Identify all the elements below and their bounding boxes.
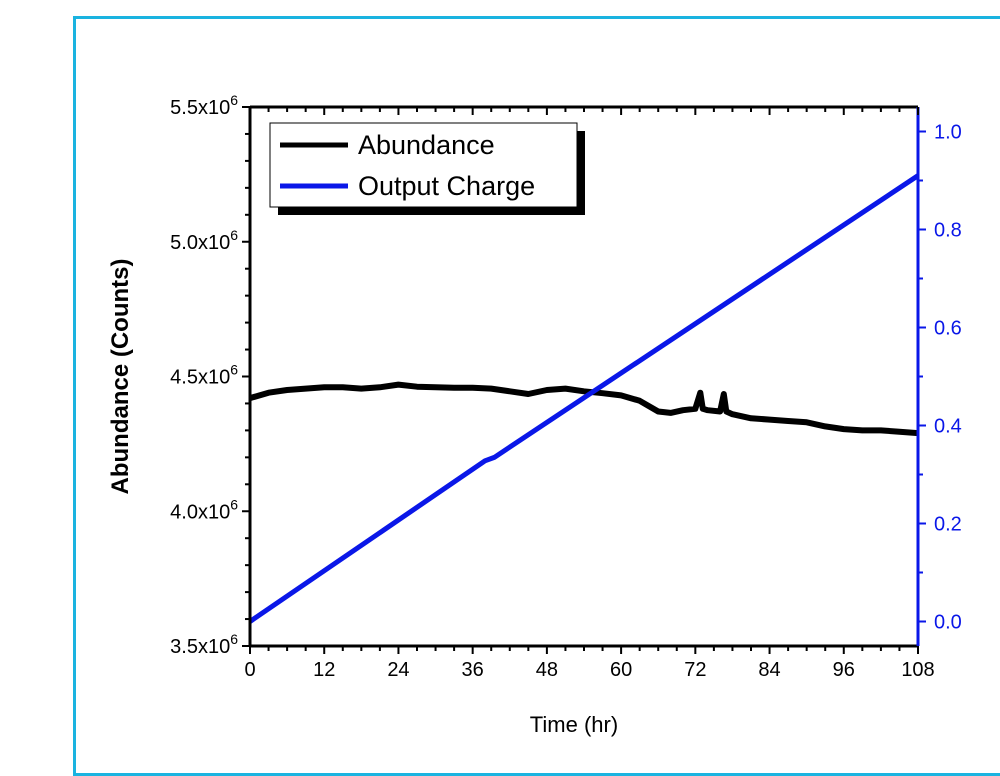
x-axis-title: Time (hr) bbox=[530, 712, 618, 737]
y-tick-exponent: 6 bbox=[230, 631, 238, 647]
y-tick-base: 5.5x10 bbox=[170, 97, 230, 119]
y-tick-exponent: 6 bbox=[230, 362, 238, 378]
y2-tick-label: 0.8 bbox=[934, 220, 962, 242]
y-tick-label: 5.5x106 bbox=[170, 92, 238, 119]
y-tick-label: 3.5x106 bbox=[170, 631, 238, 658]
x-tick-label: 60 bbox=[610, 659, 632, 681]
x-tick-label: 24 bbox=[387, 659, 409, 681]
y-tick-base: 5.0x10 bbox=[170, 232, 230, 254]
y-tick-label: 5.0x106 bbox=[170, 227, 238, 254]
y-tick-base: 4.5x10 bbox=[170, 367, 230, 389]
y2-tick-label: 0.0 bbox=[934, 612, 962, 634]
y-tick-base: 4.0x10 bbox=[170, 501, 230, 523]
x-tick-label: 48 bbox=[536, 659, 558, 681]
series-line-output-charge bbox=[250, 173, 918, 624]
x-tick-label: 0 bbox=[244, 659, 255, 681]
y-axis-title: Abundance (Counts) bbox=[107, 259, 134, 495]
y-tick-exponent: 6 bbox=[230, 227, 238, 243]
y-tick-exponent: 6 bbox=[230, 496, 238, 512]
x-tick-label: 96 bbox=[833, 659, 855, 681]
x-tick-label: 108 bbox=[901, 659, 934, 681]
y-tick-exponent: 6 bbox=[230, 92, 238, 108]
y2-tick-label: 1.0 bbox=[934, 122, 962, 144]
y2-tick-label: 0.6 bbox=[934, 318, 962, 340]
x-tick-label: 12 bbox=[313, 659, 335, 681]
legend-label-abundance: Abundance bbox=[358, 130, 495, 160]
series-line-abundance bbox=[250, 381, 918, 437]
x-tick-label: 36 bbox=[462, 659, 484, 681]
y-tick-label: 4.5x106 bbox=[170, 362, 238, 389]
y2-tick-label: 0.2 bbox=[934, 514, 962, 536]
x-tick-label: 72 bbox=[684, 659, 706, 681]
legend-label-output-charge: Output Charge bbox=[358, 171, 535, 201]
y-tick-label: 4.0x106 bbox=[170, 496, 238, 523]
legend-box bbox=[269, 122, 578, 208]
y2-tick-label: 0.4 bbox=[934, 416, 962, 438]
x-tick-label: 84 bbox=[758, 659, 780, 681]
y-tick-base: 3.5x10 bbox=[170, 636, 230, 658]
